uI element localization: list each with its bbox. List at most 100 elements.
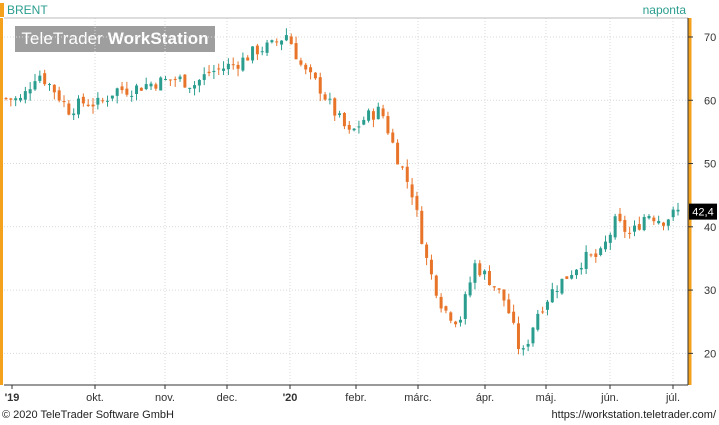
- candle-body: [217, 68, 221, 70]
- candle-body: [570, 274, 574, 279]
- period-label[interactable]: naponta: [642, 3, 686, 17]
- left-accent: [0, 18, 3, 385]
- candle-body: [584, 251, 588, 269]
- candle-body: [101, 100, 105, 102]
- candle-body: [299, 60, 303, 65]
- candle-body: [4, 98, 8, 100]
- candle-body: [67, 103, 71, 115]
- candle-body: [178, 76, 182, 80]
- candle-body: [183, 74, 187, 88]
- candle-body: [120, 86, 124, 91]
- candle-body: [91, 104, 95, 107]
- candle-body: [487, 271, 491, 286]
- candle-body: [666, 219, 670, 226]
- candle-body: [231, 64, 235, 66]
- candle-body: [637, 224, 641, 230]
- x-tick-label: jún.: [600, 392, 619, 404]
- candle-body: [304, 64, 308, 70]
- candle-body: [14, 98, 18, 101]
- candle-body: [594, 253, 598, 257]
- x-tick-label: máj.: [536, 392, 557, 404]
- candle-body: [502, 289, 506, 301]
- candle-body: [642, 216, 646, 231]
- copyright-text: © 2020 TeleTrader Software GmbH: [2, 409, 174, 421]
- y-tick-label: 50: [704, 159, 716, 171]
- candle-body: [526, 343, 530, 347]
- candle-body: [550, 289, 554, 303]
- candle-body: [144, 84, 148, 90]
- symbol-accent-bar: [0, 3, 4, 17]
- candle-body: [294, 43, 298, 60]
- candle-body: [386, 116, 390, 134]
- candle-body: [207, 71, 211, 74]
- candle-body: [270, 40, 274, 43]
- candle-body: [652, 217, 656, 222]
- candle-body: [154, 84, 158, 89]
- candle-body: [318, 77, 322, 94]
- candle-body: [613, 216, 617, 238]
- x-tick-label: '20: [283, 392, 298, 404]
- candle-body: [371, 111, 375, 120]
- candle-body: [657, 220, 661, 224]
- candle-body: [284, 35, 288, 41]
- candle-body: [589, 254, 593, 256]
- candle-body: [497, 288, 501, 290]
- candle-body: [323, 94, 327, 100]
- candle-body: [560, 278, 564, 294]
- candle-body: [202, 74, 206, 80]
- candle-body: [159, 77, 163, 91]
- candle-body: [391, 132, 395, 143]
- candle-body: [149, 83, 153, 87]
- candle-body: [512, 311, 516, 323]
- candle-body: [226, 63, 230, 70]
- candle-body: [62, 101, 66, 103]
- candle-body: [193, 85, 197, 89]
- candle-body: [647, 215, 651, 219]
- x-tick-label: '19: [5, 392, 20, 404]
- candle-body: [328, 98, 332, 100]
- candle-body: [77, 98, 81, 115]
- candle-body: [608, 234, 612, 243]
- candle-body: [333, 98, 337, 116]
- candle-body: [115, 88, 119, 96]
- candle-body: [429, 259, 433, 275]
- candle-body: [265, 42, 269, 53]
- candle-body: [81, 96, 85, 104]
- candle-body: [420, 210, 424, 244]
- candle-body: [531, 327, 535, 344]
- candle-body: [313, 72, 317, 79]
- candle-body: [603, 241, 607, 250]
- candle-body: [483, 270, 487, 275]
- candle-body: [19, 97, 23, 101]
- candle-body: [507, 299, 511, 314]
- x-tick-label: márc.: [404, 392, 432, 404]
- candle-body: [454, 321, 458, 325]
- candle-body: [52, 84, 56, 93]
- candle-body: [396, 142, 400, 165]
- candle-body: [357, 126, 361, 128]
- y-tick-label: 40: [704, 222, 716, 234]
- x-tick-label: ápr.: [476, 392, 494, 404]
- candle-body: [164, 79, 168, 81]
- candle-body: [255, 45, 259, 55]
- candle-body: [168, 79, 172, 81]
- candle-body: [536, 313, 540, 330]
- candle-body: [492, 286, 496, 288]
- x-tick-label: dec.: [217, 392, 238, 404]
- candle-body: [347, 124, 351, 130]
- candle-body: [623, 219, 627, 232]
- candle-body: [57, 90, 61, 101]
- source-url[interactable]: https://workstation.teletrader.com/: [551, 409, 716, 421]
- candle-body: [309, 67, 313, 73]
- candle-body: [671, 209, 675, 218]
- candle-body: [139, 87, 143, 91]
- candle-body: [367, 110, 371, 121]
- candle-body: [473, 263, 477, 283]
- candle-body: [197, 79, 201, 86]
- candle-body: [212, 70, 216, 73]
- candle-body: [246, 57, 250, 61]
- y-tick-label: 70: [704, 32, 716, 44]
- candle-body: [579, 267, 583, 270]
- candle-body: [96, 97, 100, 105]
